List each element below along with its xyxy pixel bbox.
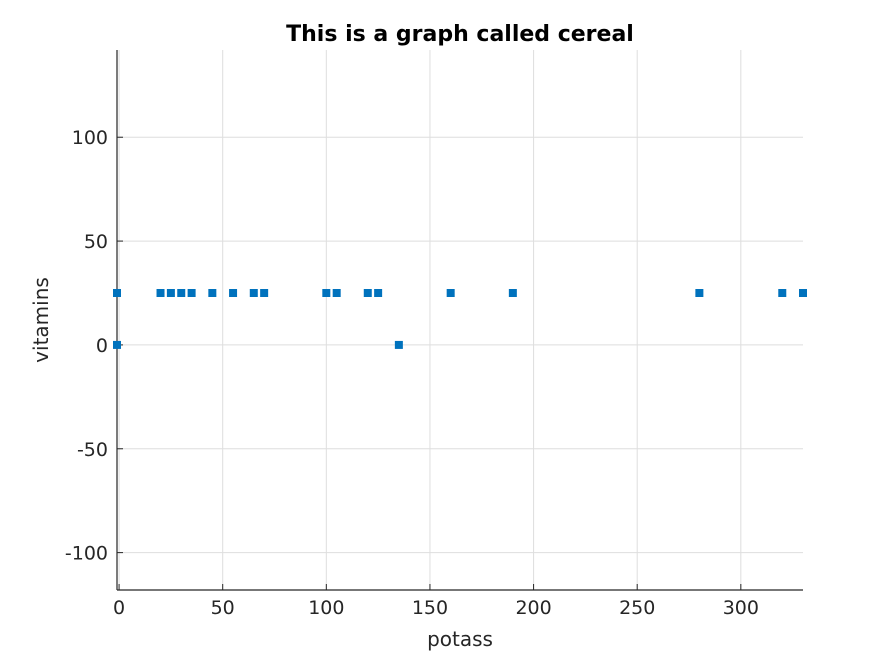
x-tick-label: 100 xyxy=(308,597,344,619)
axes xyxy=(116,50,803,591)
data-point xyxy=(208,289,217,297)
chart-title: This is a graph called cereal xyxy=(286,22,634,47)
data-point xyxy=(156,289,165,297)
y-tick-label: -100 xyxy=(65,543,108,565)
data-point xyxy=(229,289,238,297)
data-point xyxy=(187,289,196,297)
data-point xyxy=(446,289,455,297)
data-point xyxy=(166,289,175,297)
data-point xyxy=(177,289,186,297)
y-tick-label: 50 xyxy=(84,231,108,253)
x-tick-label: 50 xyxy=(211,597,235,619)
x-tick-label: 0 xyxy=(113,597,125,619)
data-point xyxy=(363,289,372,297)
data-points xyxy=(113,289,807,349)
x-tick-label: 300 xyxy=(723,597,759,619)
y-tick-label: -50 xyxy=(77,439,108,461)
data-point xyxy=(374,289,383,297)
x-tick-label: 150 xyxy=(412,597,448,619)
data-point xyxy=(249,289,258,297)
x-tick-labels: 0 50 100 150 200 250 300 xyxy=(113,584,759,619)
data-point xyxy=(799,289,807,297)
data-point xyxy=(394,340,403,349)
grid-lines xyxy=(117,50,803,590)
data-point xyxy=(695,289,704,297)
y-axis-label: vitamins xyxy=(29,277,53,363)
data-point xyxy=(778,289,787,297)
data-point xyxy=(322,289,331,297)
x-axis-label: potass xyxy=(427,627,493,651)
data-point xyxy=(508,289,517,297)
y-tick-label: 0 xyxy=(96,335,108,357)
data-point xyxy=(260,289,269,297)
data-point xyxy=(113,289,121,297)
x-tick-label: 250 xyxy=(619,597,655,619)
data-point xyxy=(113,340,121,349)
x-tick-label: 200 xyxy=(515,597,551,619)
y-tick-label: 100 xyxy=(72,127,108,149)
y-tick-labels: -100 -50 0 50 100 xyxy=(65,127,123,565)
data-point xyxy=(332,289,341,297)
